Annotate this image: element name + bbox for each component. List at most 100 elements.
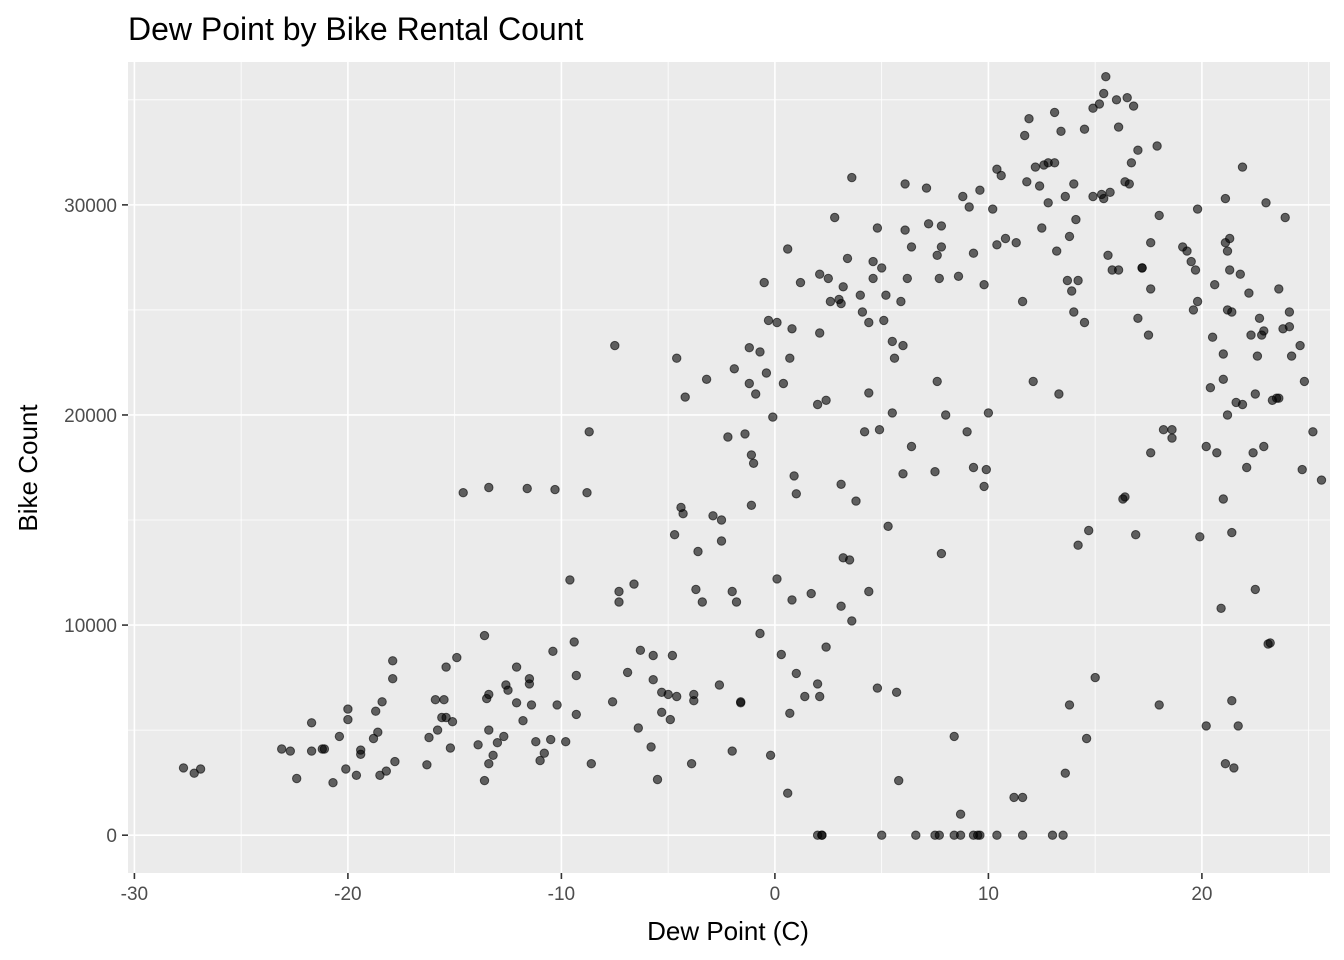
data-point [1017,830,1028,840]
data-point [872,683,883,693]
y-tick-label: 10000 [64,616,117,637]
data-point [872,223,883,233]
data-point [906,441,917,452]
data-point [1113,122,1124,132]
data-point [746,500,757,510]
data-point [680,392,690,402]
data-point [806,588,816,599]
x-tick-label: -10 [548,884,575,905]
data-point [1034,181,1045,191]
data-point [744,343,754,353]
data-point [351,770,362,780]
data-point [772,317,782,328]
data-point [614,597,624,607]
data-point [881,290,891,300]
data-point [815,328,825,338]
data-point [936,548,947,559]
data-point [561,737,571,747]
data-point [292,773,302,784]
data-point [727,586,737,597]
x-tick-label: 0 [770,884,781,905]
data-point [473,740,483,750]
data-point [783,788,793,798]
data-point [1000,233,1011,244]
data-point [868,273,878,284]
data-point [836,601,846,611]
data-point [691,584,701,595]
data-point [785,353,795,363]
data-point [667,650,678,661]
data-point [868,256,878,267]
data-point [716,515,727,525]
data-point [949,731,959,742]
data-point [823,273,833,284]
data-point [883,521,893,531]
data-point [445,743,456,753]
data-point [552,700,562,710]
data-point [488,750,498,760]
data-point [1274,284,1284,294]
data-point [697,597,707,607]
data-point [1099,88,1109,99]
data-point [1047,830,1058,840]
data-point [1167,433,1177,443]
data-point [356,749,366,759]
data-point [569,637,579,647]
data-point [1143,330,1154,340]
data-point [484,759,494,769]
data-point [479,775,490,786]
data-point [665,714,675,725]
data-point [981,464,991,475]
data-point [1073,275,1083,286]
data-point [1064,700,1075,710]
data-point [693,546,703,557]
data-point [1133,145,1143,155]
data-point [343,704,353,714]
data-point [1058,830,1068,840]
data-point [891,687,902,697]
data-point [1009,792,1019,803]
data-point [791,668,801,679]
data-point [776,649,786,660]
data-point [900,225,910,235]
data-point [306,718,317,728]
data-point [1073,540,1083,550]
data-point [992,164,1002,174]
data-point [334,731,345,742]
data-point [1182,246,1192,256]
data-point [511,662,522,672]
data-point [1227,307,1237,317]
data-point [906,242,917,252]
data-point [791,489,801,499]
data-point [968,462,979,473]
data-point [518,716,528,726]
data-point [1316,475,1327,485]
data-point [932,250,942,261]
data-point [825,296,836,307]
data-point [1222,246,1233,256]
data-point [277,744,287,754]
data-point [1212,448,1222,458]
data-point [714,680,725,690]
data-point [755,628,765,639]
data-point [1246,330,1256,340]
data-point [1286,351,1297,361]
data-point [844,555,855,565]
data-point [622,667,633,678]
y-tick-label: 0 [106,826,117,847]
data-point [341,764,351,774]
chart-title: Dew Point by Bike Rental Count [128,11,583,47]
data-point [377,697,387,707]
x-tick-label: 20 [1191,884,1212,905]
data-point [1154,700,1164,710]
data-point [759,277,769,288]
data-point [319,744,330,754]
data-point [1205,383,1216,393]
data-point [889,353,900,363]
data-point [1067,286,1077,296]
data-point [1079,317,1090,328]
data-point [1146,448,1156,458]
data-point [1225,265,1235,275]
data-point [1158,425,1169,435]
data-point [955,809,966,819]
